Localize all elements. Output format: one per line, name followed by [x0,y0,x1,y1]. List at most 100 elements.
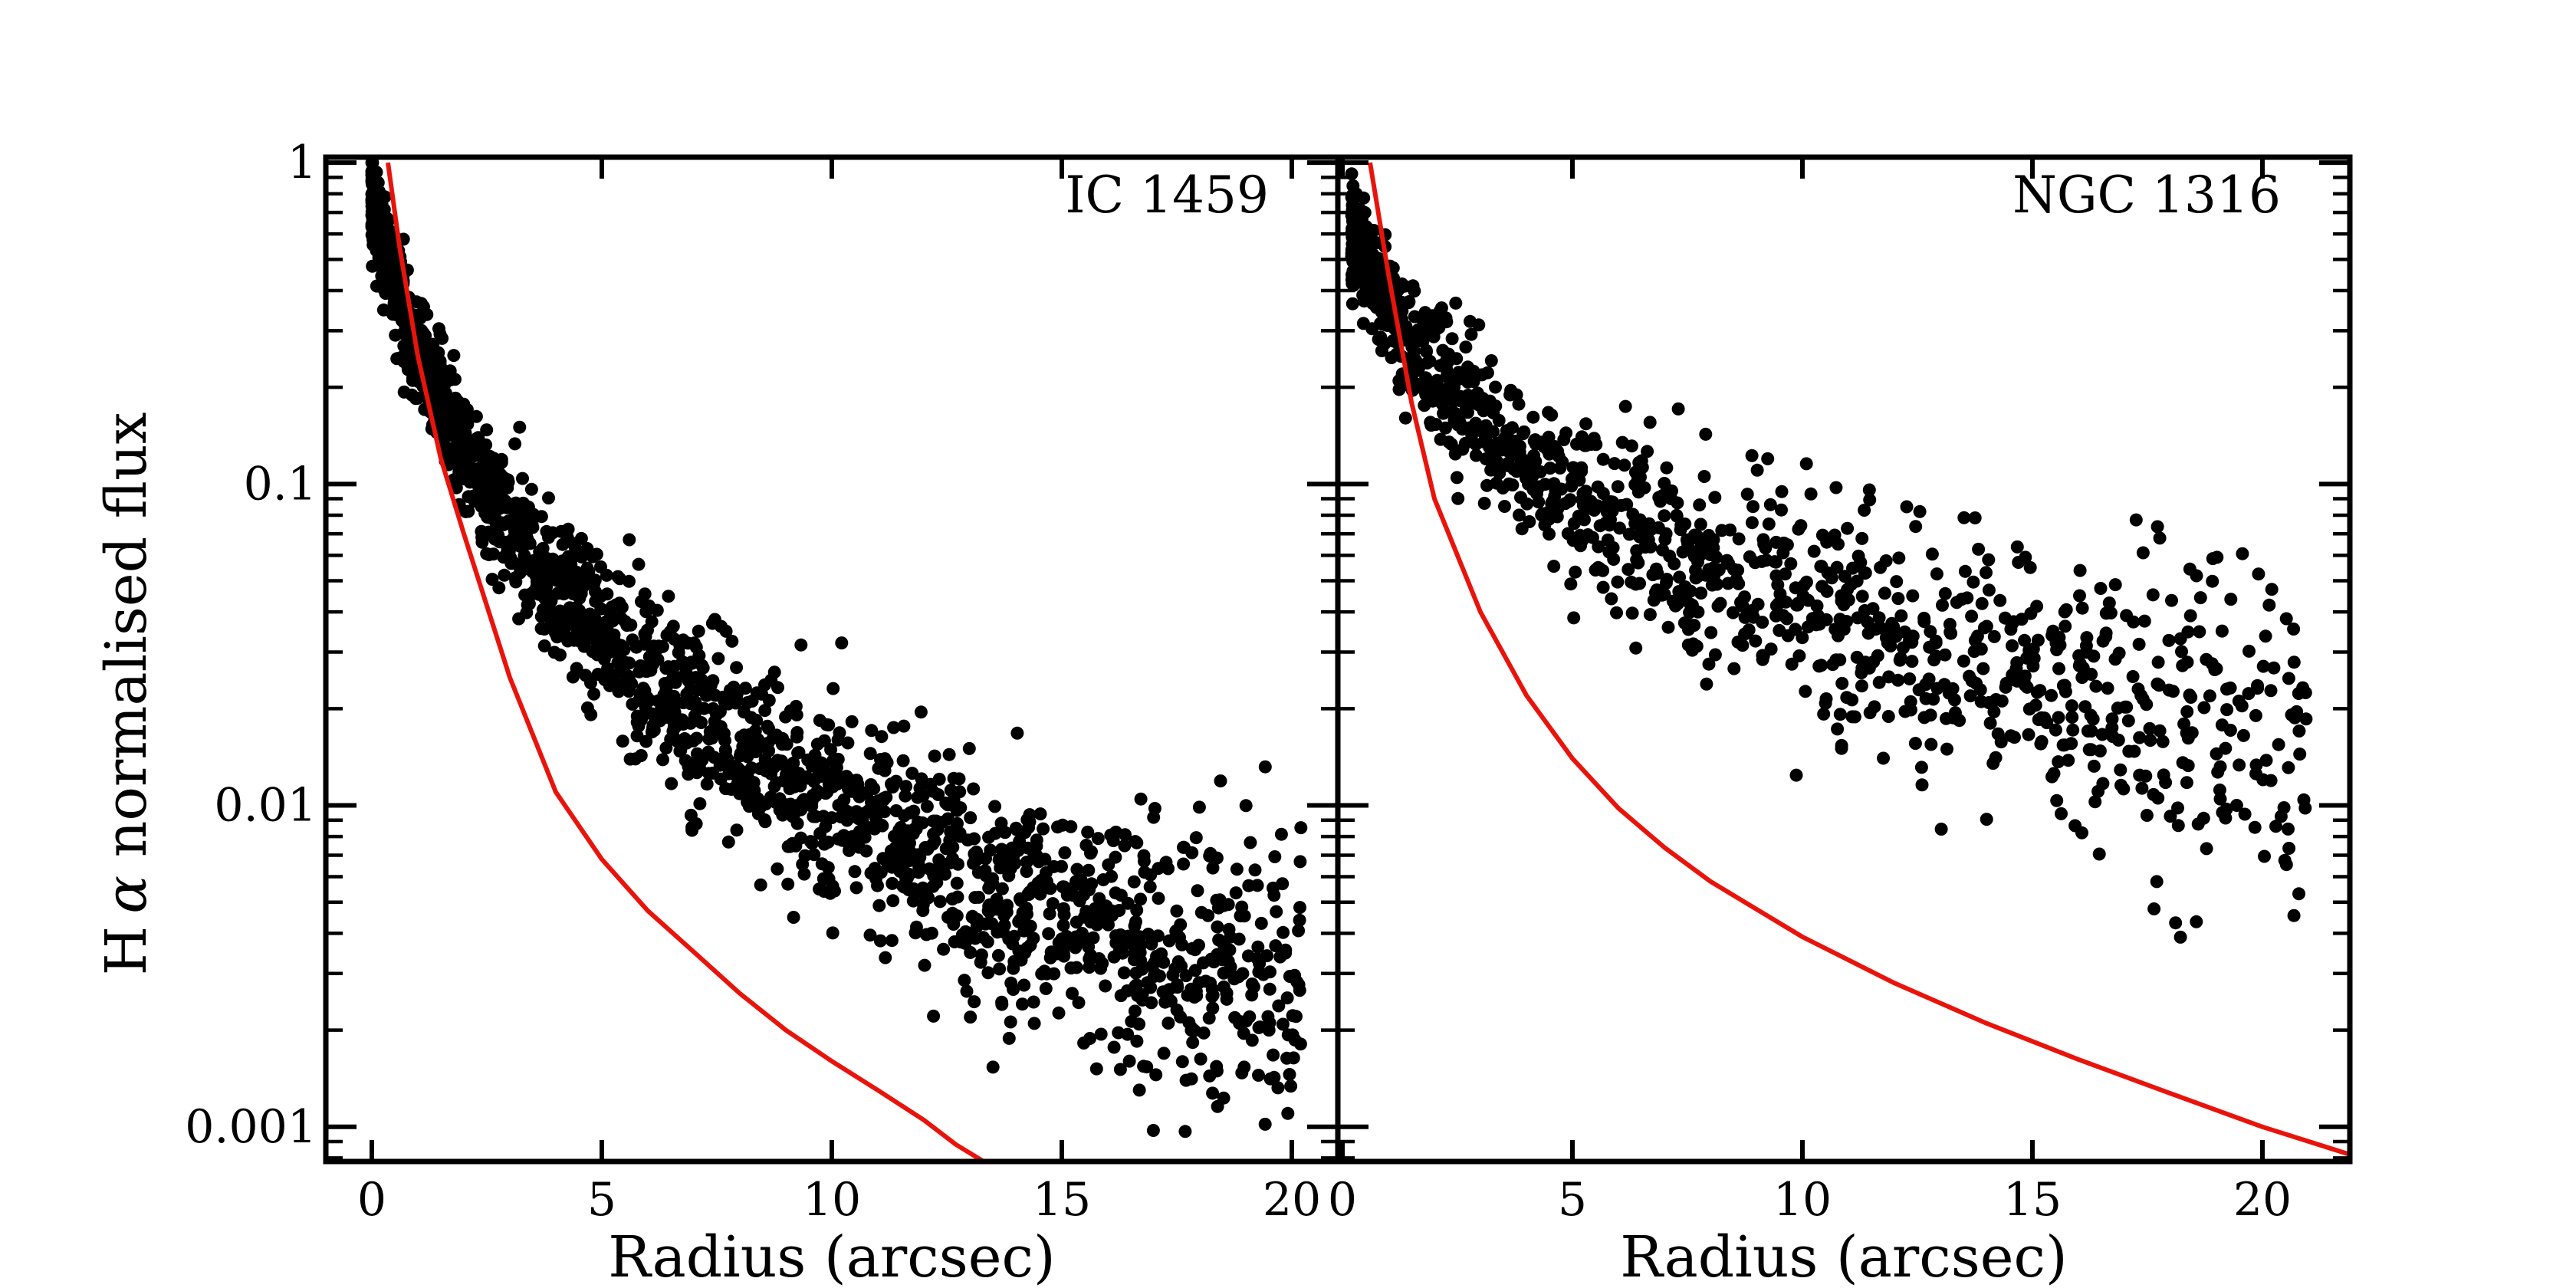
data-point [397,355,411,369]
data-point [1206,861,1220,875]
data-point [498,568,511,582]
data-point [1109,886,1122,900]
x-tick-label: 20 [1263,1173,1321,1227]
data-point [1056,818,1070,832]
data-point [1740,488,1754,501]
data-point [584,676,597,690]
data-point [1431,373,1444,387]
data-point [1936,598,1949,612]
data-point [1272,999,1286,1013]
data-point [2031,633,2045,647]
data-point [2095,728,2109,741]
data-point [1177,857,1191,871]
data-point [885,777,898,791]
data-point [1855,590,1869,603]
data-point [1235,900,1249,914]
data-point [1815,528,1829,542]
data-point [1194,1052,1208,1066]
data-point [1258,1117,1272,1131]
data-point [2046,624,2060,638]
data-point [1267,1048,1280,1062]
data-point [1957,654,1970,668]
data-point [1702,657,1716,671]
data-point [1631,528,1645,542]
data-point [472,469,485,483]
data-point [2015,613,2029,626]
data-point [1192,800,1206,814]
data-point [1130,978,1143,992]
data-point [1122,1054,1136,1068]
data-point [639,605,653,619]
data-point [1292,978,1306,991]
data-point [2267,661,2281,675]
data-point [1498,500,1511,513]
data-point [2296,681,2310,695]
data-point [767,780,781,794]
data-point [2019,550,2032,564]
data-point [789,839,803,853]
data-point [832,798,846,812]
x-tick-label: 10 [803,1173,861,1227]
data-point [1164,994,1178,1008]
data-point [1845,693,1859,707]
data-point [1659,576,1673,590]
data-point [1132,1017,1146,1031]
data-point [905,767,919,780]
data-point [2087,759,2101,773]
data-point [1114,989,1128,1003]
data-point [1174,1010,1188,1024]
data-point [685,823,699,837]
data-point [2073,589,2086,603]
data-point [616,734,629,748]
data-point [1143,880,1157,894]
data-point [2220,802,2233,816]
data-point [1245,978,1259,991]
data-point [1293,1037,1307,1051]
data-point [2050,794,2064,807]
data-point [2150,520,2164,534]
data-point [2004,729,2018,743]
data-point [1776,546,1790,560]
data-point [2176,756,2190,770]
data-point [1755,554,1769,568]
data-point [2287,656,2301,669]
data-point [1094,1027,1108,1041]
data-point [809,810,823,823]
data-point [2220,703,2234,717]
data-point [845,715,859,728]
data-point [1897,641,1910,655]
data-point [872,761,886,775]
data-point [1506,421,1519,435]
data-point [536,563,550,577]
data-point [1924,625,1937,639]
data-point [2010,656,2024,669]
data-point [1648,586,1662,600]
data-point [762,721,775,735]
data-point [583,607,596,621]
data-point [2147,902,2161,915]
data-point [715,619,728,633]
data-point [2144,734,2157,748]
data-point [1596,487,1610,501]
data-point [1547,560,1561,573]
data-point [1271,1081,1285,1095]
data-point [1613,521,1626,535]
data-point [1293,901,1306,915]
data-point [1825,571,1838,585]
data-point [600,587,614,601]
data-point [2085,668,2098,681]
data-point [696,661,710,675]
data-point [623,752,637,766]
data-point [964,945,978,959]
data-point [781,877,795,891]
data-point [863,928,877,942]
data-point [924,777,938,791]
data-point [1599,516,1612,530]
data-point [442,414,456,428]
data-point [2150,875,2164,889]
data-point [1016,997,1029,1011]
data-point [906,894,920,908]
data-point [2197,701,2211,715]
data-point [2232,695,2246,708]
data-point [1107,950,1121,964]
